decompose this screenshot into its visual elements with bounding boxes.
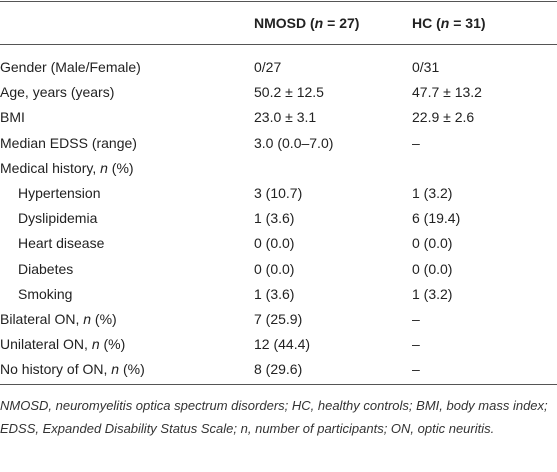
hc-cell: 0 (0.0) [412,260,453,277]
hc-cell: 1 (3.2) [412,285,453,302]
nmosd-cell: 8 (29.6) [254,361,303,378]
row-label: No history of ON, n (%) [0,361,145,378]
row-label: Medical history, n (%) [0,159,134,176]
header-cell: NMOSD (n = 27) [254,15,360,31]
hc-cell: 0/31 [412,59,440,75]
top-rule [0,1,557,2]
hc-cell: – [412,361,420,378]
header-cell: HC (n = 31) [412,15,486,31]
bottom-rule [0,383,557,385]
row-label: Gender (Male/Female) [0,59,141,75]
hc-cell: 0 (0.0) [412,235,453,252]
footnote: NMOSD, neuromyelitis optica spectrum dis… [0,398,548,436]
nmosd-cell: 7 (25.9) [254,311,303,327]
nmosd-cell: 0/27 [254,59,282,75]
hc-cell: – [412,311,420,327]
nmosd-cell: 0 (0.0) [254,260,295,277]
row-label: Smoking [18,285,73,302]
nmosd-cell: 3 (10.7) [254,185,303,201]
hc-cell: 47.7 ± 13.2 [412,84,482,101]
row-label: BMI [0,109,25,126]
row-label: Age, years (years) [0,84,115,101]
nmosd-cell: 23.0 ± 3.1 [254,109,317,126]
hc-cell: 6 (19.4) [412,210,461,227]
hc-cell: 1 (3.2) [412,185,453,201]
row-label: Heart disease [18,235,105,252]
row-label: Dyslipidemia [18,210,98,227]
nmosd-cell: 12 (44.4) [254,336,311,353]
nmosd-cell: 0 (0.0) [254,235,295,252]
header-rule [0,44,557,45]
hc-cell: – [412,336,420,353]
hc-cell: – [412,134,420,151]
nmosd-cell: 1 (3.6) [254,210,295,227]
row-label: Hypertension [18,185,101,201]
row-label: Unilateral ON, n (%) [0,336,126,353]
row-label: Bilateral ON, n (%) [0,311,117,327]
row-label: Median EDSS (range) [0,134,137,151]
hc-cell: 22.9 ± 2.6 [412,109,475,126]
nmosd-cell: 3.0 (0.0–7.0) [254,134,334,151]
row-label: Diabetes [18,260,74,277]
nmosd-cell: 1 (3.6) [254,285,295,302]
nmosd-cell: 50.2 ± 12.5 [254,84,324,101]
